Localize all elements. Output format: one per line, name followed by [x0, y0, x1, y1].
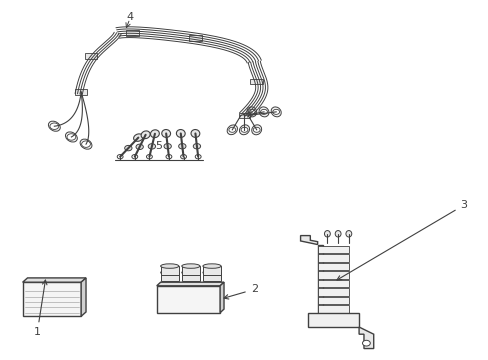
Ellipse shape [163, 144, 171, 149]
Circle shape [146, 154, 152, 159]
Ellipse shape [239, 125, 249, 135]
Bar [203, 266, 221, 275]
Bar [126, 30, 139, 36]
Bar [22, 282, 81, 316]
Bar [85, 53, 97, 59]
Circle shape [132, 154, 138, 159]
Ellipse shape [124, 145, 132, 151]
Ellipse shape [334, 230, 340, 237]
Bar [160, 273, 179, 282]
Polygon shape [81, 278, 86, 316]
Polygon shape [220, 282, 224, 313]
Ellipse shape [80, 139, 92, 149]
Bar [250, 78, 263, 84]
Bar [317, 305, 348, 313]
Text: 1: 1 [34, 280, 47, 337]
Circle shape [117, 154, 123, 159]
Ellipse shape [182, 270, 200, 275]
Circle shape [67, 134, 76, 140]
Bar [182, 273, 200, 282]
Ellipse shape [182, 264, 200, 268]
Circle shape [180, 154, 186, 159]
Bar [317, 271, 348, 279]
Ellipse shape [148, 144, 155, 149]
Ellipse shape [141, 131, 150, 139]
Bar [317, 288, 348, 296]
Ellipse shape [251, 125, 261, 135]
Ellipse shape [191, 130, 200, 138]
Bar [182, 266, 200, 275]
Text: 2: 2 [224, 284, 257, 299]
Bar [203, 273, 221, 282]
Ellipse shape [345, 230, 351, 237]
Ellipse shape [271, 107, 281, 117]
Circle shape [272, 109, 279, 114]
Bar [317, 297, 348, 304]
Ellipse shape [136, 144, 143, 149]
Polygon shape [358, 327, 373, 348]
Ellipse shape [178, 144, 185, 149]
Ellipse shape [160, 264, 179, 268]
Circle shape [253, 127, 260, 132]
Ellipse shape [246, 107, 256, 117]
Text: 5: 5 [155, 141, 163, 151]
Bar [317, 254, 348, 262]
Circle shape [228, 127, 235, 132]
Ellipse shape [324, 230, 330, 237]
Ellipse shape [259, 107, 268, 117]
Ellipse shape [203, 264, 221, 268]
Circle shape [362, 340, 369, 346]
Ellipse shape [203, 270, 221, 275]
Text: 4: 4 [126, 12, 133, 22]
Circle shape [248, 109, 255, 114]
Circle shape [260, 109, 267, 114]
Circle shape [195, 154, 201, 159]
Ellipse shape [160, 270, 179, 275]
Polygon shape [157, 282, 224, 286]
Bar [189, 36, 202, 41]
Ellipse shape [48, 121, 60, 131]
Ellipse shape [65, 132, 77, 142]
Circle shape [81, 141, 90, 147]
Ellipse shape [150, 130, 159, 138]
Ellipse shape [193, 144, 200, 149]
Ellipse shape [227, 125, 237, 135]
Bar [307, 313, 358, 327]
Circle shape [241, 127, 247, 132]
Bar [238, 113, 250, 118]
Circle shape [50, 123, 59, 130]
Circle shape [165, 154, 171, 159]
Bar [317, 246, 348, 253]
Bar [317, 280, 348, 287]
Bar [317, 244, 322, 313]
Bar [157, 286, 220, 313]
Text: 3: 3 [336, 200, 467, 280]
Ellipse shape [133, 134, 143, 141]
Polygon shape [22, 278, 86, 282]
Ellipse shape [162, 130, 170, 138]
Ellipse shape [176, 130, 185, 138]
Bar [160, 266, 179, 275]
Polygon shape [300, 235, 317, 244]
Bar [317, 263, 348, 270]
Bar [75, 89, 87, 95]
